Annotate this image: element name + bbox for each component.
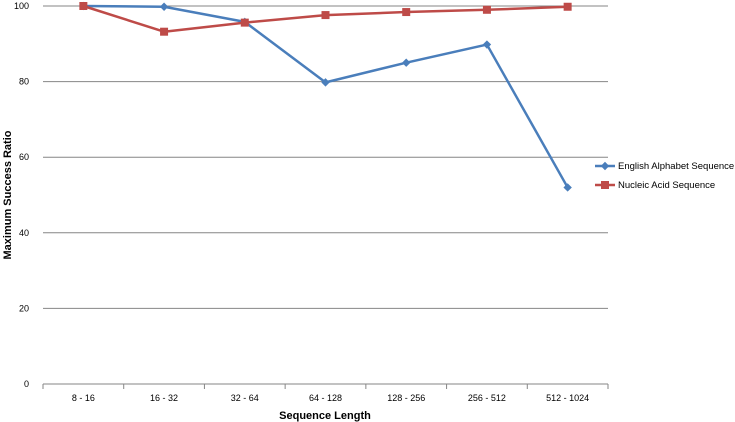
legend-label: Nucleic Acid Sequence	[618, 180, 715, 191]
legend-label: English Alphabet Sequence	[618, 161, 734, 172]
x-tick-label: 8 - 16	[72, 393, 95, 403]
series-layer	[79, 1, 572, 192]
y-tick-label: 40	[19, 228, 29, 238]
y-tick-label: 0	[24, 379, 29, 389]
x-tick-label: 256 - 512	[468, 393, 506, 403]
data-point	[563, 183, 572, 192]
gridlines	[43, 5, 608, 309]
data-point	[79, 2, 88, 10]
data-point	[159, 2, 169, 11]
series-line	[83, 4, 569, 189]
y-tick-label: 20	[19, 303, 29, 313]
legend-item: Nucleic Acid Sequence	[595, 180, 715, 191]
y-tick-label: 60	[19, 152, 29, 162]
data-point	[240, 18, 249, 27]
x-tick-label: 128 - 256	[387, 393, 425, 403]
data-point	[321, 78, 330, 87]
y-axis-tick-labels: 0 20 40 60 80 100	[14, 1, 29, 389]
x-axis-tick-labels: 8 - 16 16 - 32 32 - 64 64 - 128 128 - 256 256…	[42, 384, 609, 403]
legend-marker	[601, 181, 609, 189]
y-axis-title: Maximum Success Ratio	[2, 130, 14, 259]
x-axis-title: Sequence Length	[279, 410, 371, 422]
data-point	[482, 40, 492, 49]
legend: English Alphabet Sequence Nucleic Acid Se…	[595, 161, 734, 191]
x-tick-label: 64 - 128	[309, 393, 342, 403]
data-point	[563, 2, 572, 11]
legend-item: English Alphabet Sequence	[595, 161, 734, 172]
data-point	[402, 58, 411, 67]
y-tick-label: 80	[19, 77, 29, 87]
data-point	[160, 27, 169, 36]
x-tick-label: 16 - 32	[150, 393, 178, 403]
x-tick-label: 32 - 64	[231, 393, 259, 403]
x-tick-label: 512 - 1024	[546, 393, 589, 403]
data-point	[321, 11, 330, 20]
y-tick-label: 100	[14, 1, 29, 11]
data-point	[482, 5, 491, 14]
series-1	[79, 1, 572, 192]
legend-marker	[600, 161, 610, 171]
data-point	[402, 8, 411, 17]
series-2	[79, 2, 572, 36]
